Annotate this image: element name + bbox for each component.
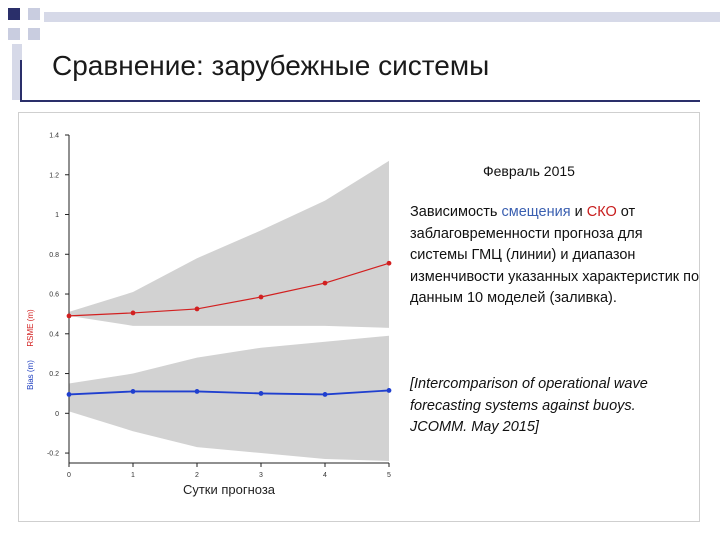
title-underline bbox=[20, 100, 700, 102]
series-point-rmse bbox=[66, 313, 72, 319]
description-text: Зависимость смещения и СКО от заблаговре… bbox=[410, 202, 700, 310]
y-tick-label: 0.6 bbox=[49, 292, 59, 299]
x-tick-label: 1 bbox=[131, 472, 135, 479]
slide-title: Сравнение: зарубежные системы bbox=[52, 50, 490, 81]
chart-axes: -0.2 0 0.2 0.4 0.6 0.8 1 1.2 1.4 0 1 2 3 4 5 bbox=[47, 133, 391, 480]
y-tick-label: 1.4 bbox=[49, 133, 59, 140]
corner-square-light bbox=[28, 8, 40, 20]
series-point-bias bbox=[194, 389, 200, 394]
y-axis-label-rmse: RSME (m) bbox=[26, 309, 35, 347]
series-point-rmse bbox=[130, 310, 136, 316]
band-bias_range bbox=[69, 335, 389, 462]
title-frame-left bbox=[20, 60, 22, 102]
y-tick-label: 0 bbox=[55, 411, 59, 418]
y-tick-label: -0.2 bbox=[47, 451, 59, 458]
y-axis-label-bias: Bias (m) bbox=[26, 360, 35, 390]
x-tick-label: 0 bbox=[67, 472, 71, 479]
y-tick-label: 0.2 bbox=[49, 371, 59, 378]
series-point-rmse bbox=[322, 280, 328, 286]
series-point-rmse bbox=[386, 260, 392, 266]
series-point-rmse bbox=[258, 294, 264, 300]
series-line-bias bbox=[68, 389, 390, 396]
reference-text: [Intercomparison of operational wave for… bbox=[410, 376, 648, 435]
month-label: Февраль 2015 bbox=[483, 163, 575, 179]
series-lines bbox=[66, 260, 392, 397]
series-line-rmse bbox=[68, 262, 390, 317]
x-tick-label: 2 bbox=[195, 472, 199, 479]
x-tick-label: 3 bbox=[259, 472, 263, 479]
x-tick-label: 5 bbox=[387, 472, 391, 479]
series-point-rmse bbox=[194, 306, 200, 312]
description-part: и bbox=[570, 204, 587, 220]
range-bands bbox=[69, 160, 389, 462]
corner-square-light bbox=[8, 28, 20, 40]
y-tick-label: 0.8 bbox=[49, 252, 59, 259]
description-part: от заблаговременности прогноза для систе… bbox=[410, 204, 700, 306]
header-bar bbox=[44, 12, 720, 22]
corner-square-dark bbox=[8, 8, 20, 20]
rmse-word: СКО bbox=[586, 204, 617, 220]
chart: -0.200.20.40.60.811.21.40 1 2 3 4 5 RSME (m) … bbox=[26, 133, 392, 497]
series-point-bias bbox=[130, 389, 136, 394]
description-part: Зависимость bbox=[410, 204, 502, 220]
x-axis-label: Сутки прогноза bbox=[183, 482, 276, 497]
bias-word: смещения bbox=[501, 204, 571, 220]
corner-square-light bbox=[28, 28, 40, 40]
figure-frame: -0.2 0 0.2 0.4 0.6 0.8 1 1.2 1.4 0 1 2 3 4 5 RSME (m) … bbox=[18, 112, 700, 522]
y-tick-label: 0.4 bbox=[49, 331, 59, 338]
series-point-bias bbox=[258, 391, 264, 396]
y-tick-label: 1 bbox=[55, 212, 59, 219]
series-point-bias bbox=[322, 392, 328, 397]
x-tick-label: 4 bbox=[323, 472, 327, 479]
series-point-bias bbox=[66, 392, 72, 397]
series-point-bias bbox=[386, 388, 392, 393]
y-tick-label: 1.2 bbox=[49, 172, 59, 179]
side-bar bbox=[12, 44, 22, 100]
